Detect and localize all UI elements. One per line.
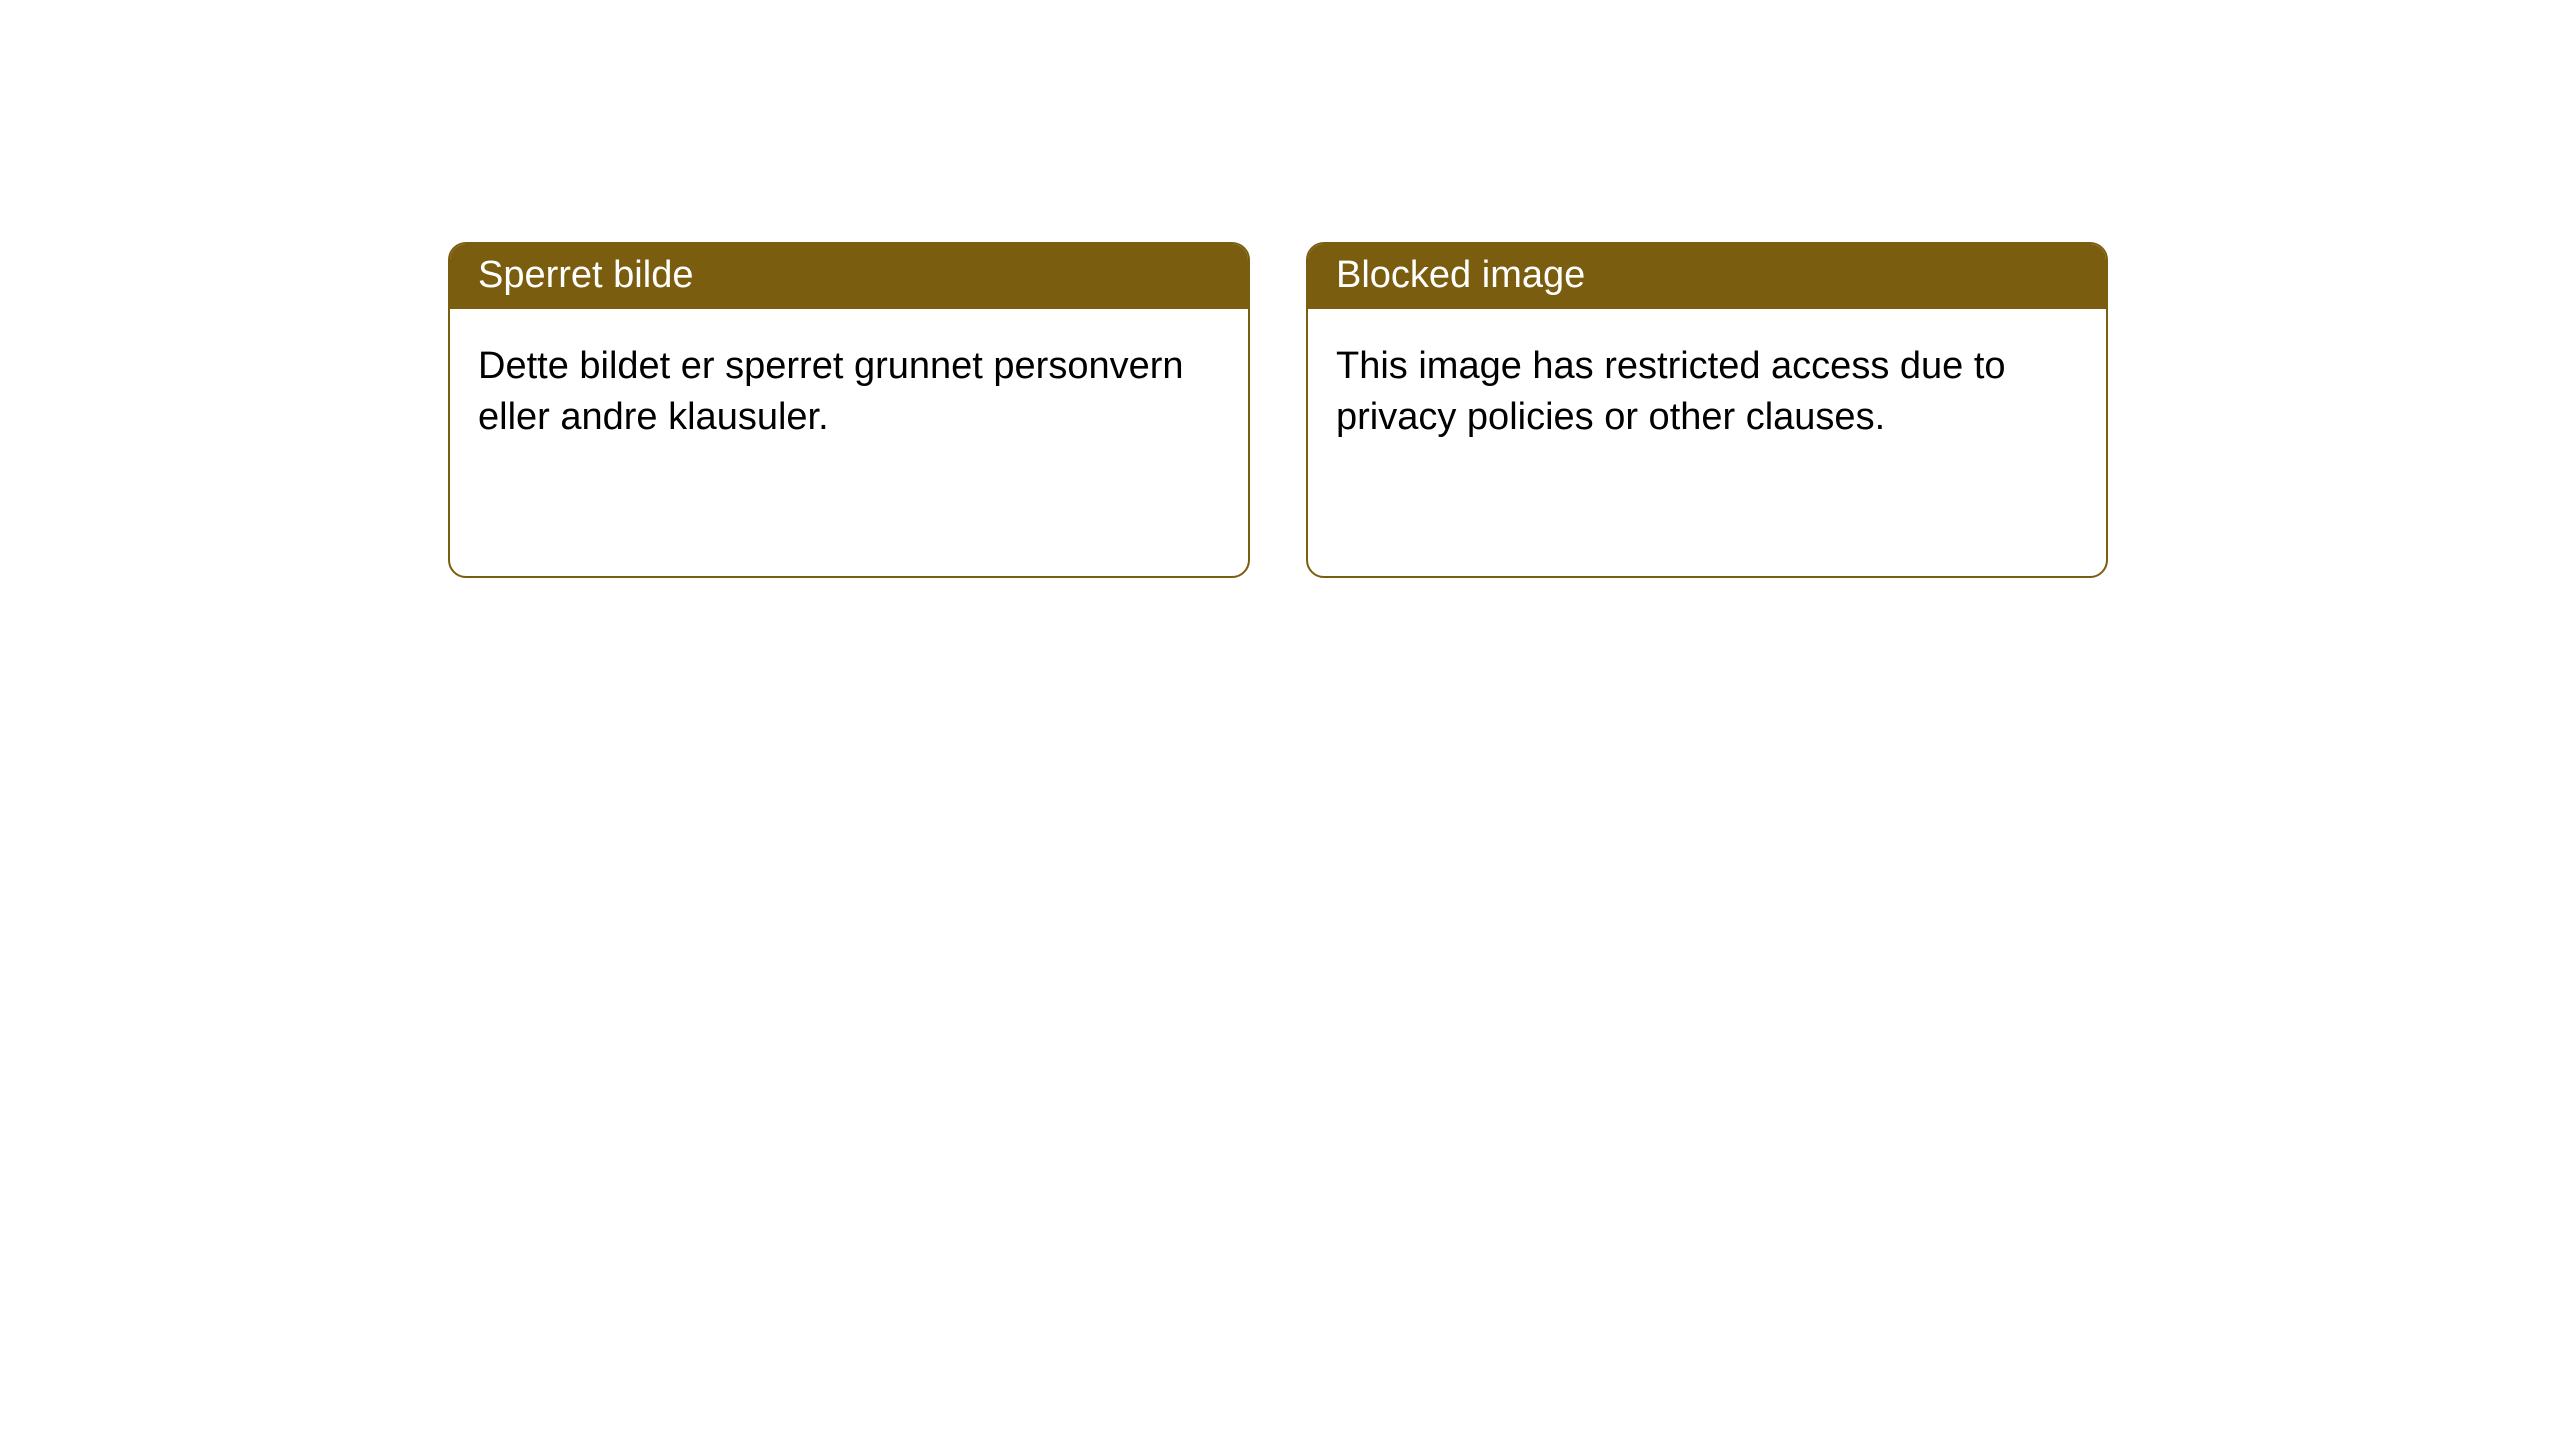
notice-card-body: This image has restricted access due to … [1308, 309, 2106, 476]
notice-cards-container: Sperret bilde Dette bildet er sperret gr… [0, 0, 2560, 578]
notice-card-body: Dette bildet er sperret grunnet personve… [450, 309, 1248, 476]
notice-card-english: Blocked image This image has restricted … [1306, 242, 2108, 578]
notice-card-norwegian: Sperret bilde Dette bildet er sperret gr… [448, 242, 1250, 578]
notice-card-title: Blocked image [1308, 244, 2106, 309]
notice-card-title: Sperret bilde [450, 244, 1248, 309]
